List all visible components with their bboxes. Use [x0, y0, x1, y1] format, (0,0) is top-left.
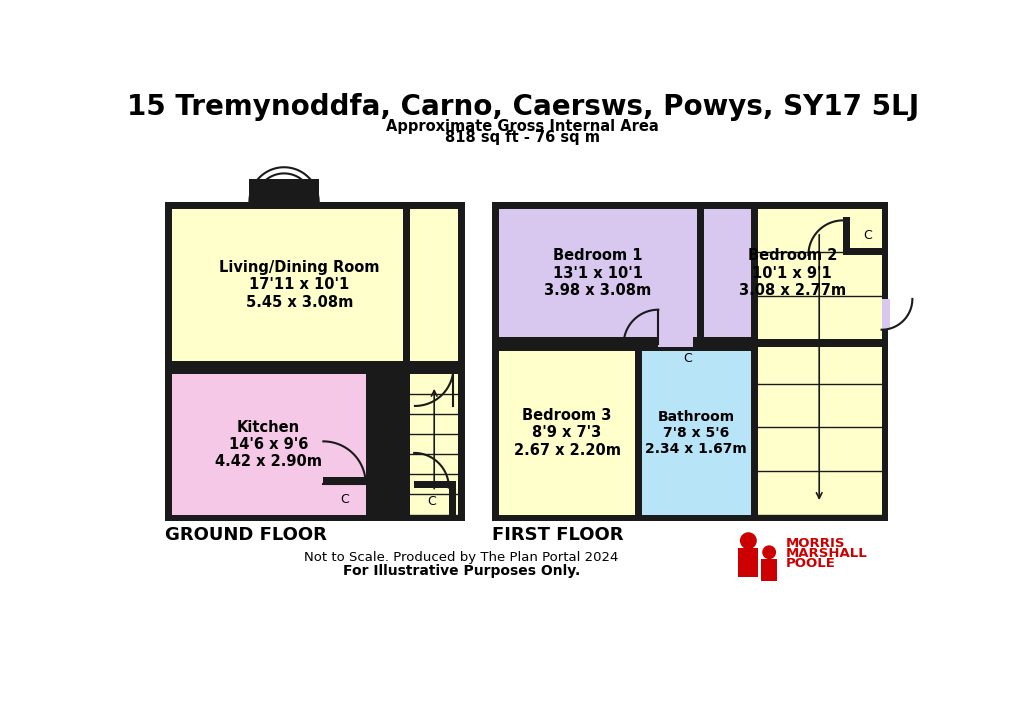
Bar [366, 484, 372, 515]
Bar [372, 367, 403, 521]
Text: C: C [427, 495, 435, 508]
Text: 15 Tremynoddfa, Carno, Caersws, Powys, SY17 5LJ: 15 Tremynoddfa, Carno, Caersws, Powys, S… [126, 93, 918, 121]
Bar [414, 481, 455, 487]
Bar [702, 339, 883, 348]
Text: Not to Scale. Produced by The Plan Portal 2024: Not to Scale. Produced by The Plan Porta… [304, 551, 618, 564]
Bar [756, 209, 880, 515]
Bar [635, 344, 642, 515]
Bar [498, 351, 635, 515]
Bar [761, 559, 776, 581]
Text: FIRST FLOOR: FIRST FLOOR [491, 526, 623, 544]
Text: Kitchen
14'6 x 9'6
4.42 x 2.90m: Kitchen 14'6 x 9'6 4.42 x 2.90m [215, 420, 322, 469]
Bar [164, 202, 465, 367]
Text: Bedroom 3
8'9 x 7'3
2.67 x 2.20m: Bedroom 3 8'9 x 7'3 2.67 x 2.20m [513, 408, 620, 458]
Text: Bedroom 2
10'1 x 9'1
3.08 x 2.77m: Bedroom 2 10'1 x 9'1 3.08 x 2.77m [738, 248, 845, 298]
Bar [641, 351, 750, 515]
Bar [448, 487, 455, 515]
Bar [164, 367, 372, 521]
Bar [880, 299, 890, 330]
Text: Bedroom 1
13'1 x 10'1
3.98 x 3.08m: Bedroom 1 13'1 x 10'1 3.98 x 3.08m [544, 248, 651, 298]
Bar [403, 202, 410, 367]
Text: C: C [862, 229, 871, 242]
Text: C: C [339, 492, 348, 505]
Text: Approximate Gross Internal Area: Approximate Gross Internal Area [386, 119, 658, 134]
Bar [403, 367, 465, 521]
Bar [843, 248, 883, 255]
Text: MARSHALL: MARSHALL [786, 547, 867, 560]
Bar [250, 179, 318, 202]
Bar [410, 374, 458, 515]
Bar [498, 339, 699, 348]
Bar [171, 209, 458, 361]
Text: Living/Dining Room
17'11 x 10'1
5.45 x 3.08m: Living/Dining Room 17'11 x 10'1 5.45 x 3… [219, 260, 379, 310]
Bar [657, 338, 692, 348]
Bar [491, 202, 888, 521]
Bar [323, 477, 372, 484]
Circle shape [761, 545, 775, 559]
Bar [843, 217, 849, 255]
Bar [702, 209, 880, 338]
Text: POOLE: POOLE [786, 557, 836, 570]
Bar [498, 209, 696, 338]
Bar [171, 362, 415, 371]
Bar [738, 548, 758, 577]
Text: Bathroom
7'8 x 5'6
2.34 x 1.67m: Bathroom 7'8 x 5'6 2.34 x 1.67m [644, 410, 746, 456]
Text: 818 sq ft - 76 sq m: 818 sq ft - 76 sq m [445, 130, 599, 145]
Circle shape [739, 532, 756, 549]
Bar [750, 202, 757, 515]
Text: GROUND FLOOR: GROUND FLOOR [164, 526, 326, 544]
Bar [171, 374, 366, 515]
Bar [453, 362, 458, 371]
Text: MORRIS: MORRIS [786, 537, 845, 550]
Text: For Illustrative Purposes Only.: For Illustrative Purposes Only. [342, 564, 579, 578]
Bar [696, 202, 703, 338]
Bar [498, 339, 657, 348]
Text: C: C [682, 351, 691, 365]
